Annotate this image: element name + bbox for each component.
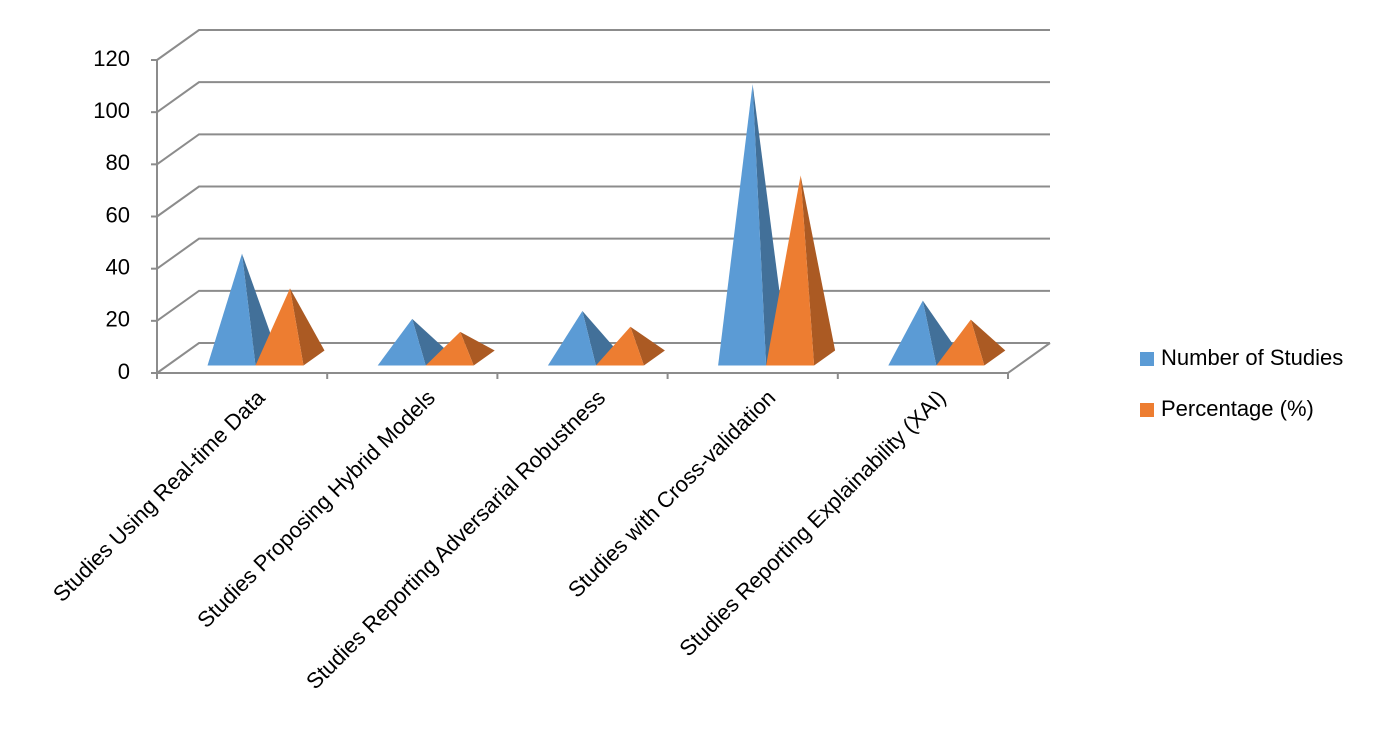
pyramid-front xyxy=(255,288,304,366)
pyramid-front xyxy=(766,175,815,366)
pyramid-front xyxy=(936,319,985,366)
pyramid-side xyxy=(290,288,325,366)
pyramid-front xyxy=(425,331,474,366)
x-tick-label: Studies Reporting Adversarial Robustness xyxy=(301,385,610,694)
pyramid xyxy=(718,84,788,366)
grid-line xyxy=(156,133,1050,166)
y-tick-label: 60 xyxy=(106,202,130,227)
grid-line xyxy=(156,237,1050,270)
pyramid xyxy=(425,331,495,366)
pyramid-side xyxy=(752,84,788,366)
legend-swatch xyxy=(1140,352,1154,366)
pyramid xyxy=(207,253,277,366)
pyramid xyxy=(255,288,325,366)
pyramid-side xyxy=(242,253,277,366)
pyramid xyxy=(936,319,1006,366)
pyramid-front xyxy=(595,326,644,366)
x-tick-label: Studies Reporting Explainability (XAI) xyxy=(674,385,950,661)
y-tick-label: 80 xyxy=(106,150,130,175)
pyramid-front xyxy=(547,311,596,366)
y-tick-label: 0 xyxy=(118,359,130,384)
pyramid-side xyxy=(970,319,1006,366)
y-tick-label: 40 xyxy=(106,254,130,279)
pyramid-front xyxy=(718,84,767,366)
y-tick-label: 120 xyxy=(93,46,130,71)
legend-label: Percentage (%) xyxy=(1161,396,1314,421)
pyramid-front xyxy=(207,253,256,366)
legend-label: Number of Studies xyxy=(1161,345,1343,370)
pyramid xyxy=(766,175,836,366)
pyramid-front xyxy=(377,318,426,366)
legend-swatch xyxy=(1140,403,1154,417)
pyramid xyxy=(595,326,665,366)
pyramid-side xyxy=(630,326,665,366)
y-tick-label: 20 xyxy=(106,307,130,332)
grid-line xyxy=(156,29,1050,61)
grid-line xyxy=(156,185,1050,218)
grid-line xyxy=(156,81,1050,113)
pyramid-side xyxy=(800,175,836,366)
y-tick-label: 100 xyxy=(93,98,130,123)
pyramid-side xyxy=(460,331,495,366)
pyramid-front xyxy=(888,300,937,366)
